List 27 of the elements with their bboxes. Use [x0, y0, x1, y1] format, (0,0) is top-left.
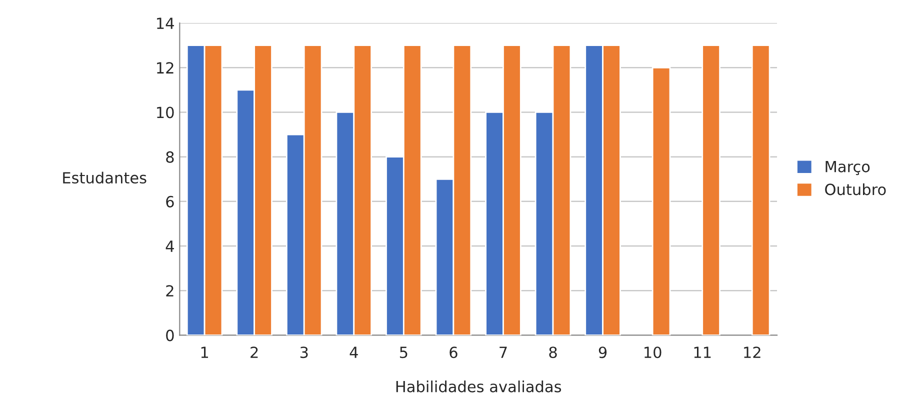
- x-tick-label: 2: [250, 346, 258, 358]
- y-tick-label: 10: [157, 106, 174, 118]
- y-tick-label: 4: [166, 240, 174, 252]
- y-tick-label: 2: [166, 285, 174, 296]
- x-tick-label: 5: [400, 346, 408, 358]
- y-tick-label: 6: [166, 196, 174, 208]
- x-axis-title: Habilidades avaliadas: [396, 380, 562, 392]
- x-tick-label: 1: [201, 346, 208, 358]
- x-tick-label: 4: [350, 346, 358, 358]
- x-tick-label: 11: [694, 346, 711, 358]
- y-axis-title: Estudantes: [63, 172, 146, 184]
- x-tick-label: 7: [500, 346, 507, 358]
- x-tick-label: 6: [450, 346, 458, 358]
- y-tick-label: 8: [166, 151, 174, 163]
- x-tick-label: 8: [549, 346, 557, 358]
- y-tick-label: 14: [157, 18, 174, 29]
- bar: [702, 44, 720, 336]
- x-tick-label: 3: [300, 346, 308, 358]
- y-tick-label: 0: [166, 330, 174, 342]
- x-tick-label: 10: [644, 346, 662, 358]
- y-tick-label: 12: [157, 62, 174, 74]
- legend-label: Março: [826, 160, 870, 176]
- bar: [652, 66, 671, 336]
- x-tick-label: 12: [744, 346, 760, 358]
- legend-label: Outubro: [825, 183, 886, 196]
- bar: [751, 44, 770, 336]
- x-tick-label: 9: [598, 346, 607, 358]
